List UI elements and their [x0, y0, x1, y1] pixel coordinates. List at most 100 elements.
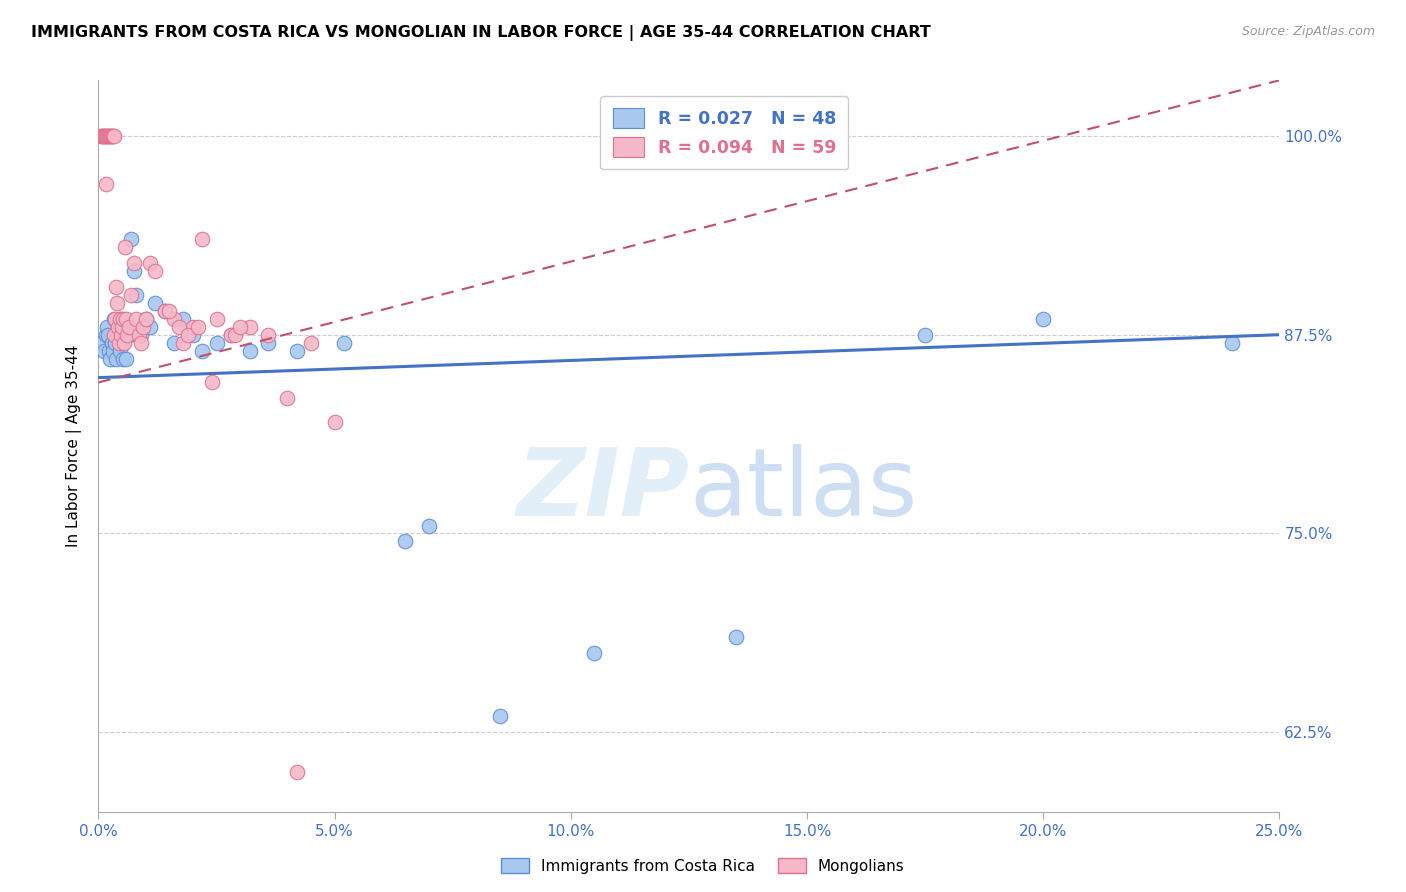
Point	[285, 343, 308, 358]
Point	[104, 335, 127, 350]
Point	[94, 128, 117, 143]
Point	[118, 319, 141, 334]
Point	[257, 327, 280, 342]
Legend: Immigrants from Costa Rica, Mongolians: Immigrants from Costa Rica, Mongolians	[495, 852, 911, 880]
Point	[122, 256, 145, 270]
Point	[187, 319, 209, 334]
Point	[125, 288, 148, 302]
Point	[191, 343, 214, 358]
Point	[96, 319, 118, 334]
Point	[143, 264, 166, 278]
Point	[139, 256, 162, 270]
Point	[163, 335, 186, 350]
Point	[229, 319, 252, 334]
Point	[153, 303, 176, 318]
Point	[94, 177, 117, 191]
Point	[157, 303, 180, 318]
Point	[172, 335, 194, 350]
Point	[100, 335, 122, 350]
Text: Source: ZipAtlas.com: Source: ZipAtlas.com	[1241, 25, 1375, 38]
Point	[299, 335, 322, 350]
Point	[108, 343, 131, 358]
Point	[114, 351, 136, 366]
Point	[93, 343, 115, 358]
Point	[128, 327, 150, 342]
Point	[100, 128, 122, 143]
Point	[111, 319, 134, 334]
Point	[725, 630, 748, 644]
Point	[101, 128, 124, 143]
Point	[103, 311, 125, 326]
Point	[98, 351, 121, 366]
Point	[101, 343, 124, 358]
Point	[583, 646, 606, 660]
Point	[191, 232, 214, 246]
Point	[122, 264, 145, 278]
Point	[205, 335, 228, 350]
Point	[115, 327, 138, 342]
Point	[114, 311, 136, 326]
Point	[1032, 311, 1054, 326]
Legend: R = 0.027   N = 48, R = 0.094   N = 59: R = 0.027 N = 48, R = 0.094 N = 59	[600, 96, 848, 169]
Point	[489, 709, 512, 723]
Point	[177, 327, 200, 342]
Point	[91, 335, 114, 350]
Point	[111, 311, 134, 326]
Point	[181, 327, 204, 342]
Point	[118, 327, 141, 342]
Point	[285, 764, 308, 779]
Point	[104, 311, 127, 326]
Point	[100, 128, 122, 143]
Point	[105, 296, 128, 310]
Point	[139, 319, 162, 334]
Point	[91, 128, 114, 143]
Point	[98, 128, 121, 143]
Point	[105, 280, 128, 294]
Point	[163, 311, 186, 326]
Point	[135, 311, 157, 326]
Point	[97, 327, 120, 342]
Point	[181, 319, 204, 334]
Point	[153, 303, 176, 318]
Point	[110, 311, 132, 326]
Point	[97, 128, 120, 143]
Point	[219, 327, 242, 342]
Point	[105, 327, 128, 342]
Point	[107, 319, 129, 334]
Point	[239, 319, 262, 334]
Point	[96, 128, 118, 143]
Point	[129, 335, 152, 350]
Text: ZIP: ZIP	[516, 444, 689, 536]
Point	[105, 351, 128, 366]
Point	[112, 335, 135, 350]
Point	[1220, 335, 1243, 350]
Point	[394, 534, 416, 549]
Point	[323, 415, 346, 429]
Point	[276, 392, 298, 406]
Point	[219, 327, 242, 342]
Point	[167, 319, 190, 334]
Point	[103, 128, 125, 143]
Point	[90, 128, 112, 143]
Point	[112, 327, 135, 342]
Point	[115, 319, 138, 334]
Point	[97, 343, 120, 358]
Text: IMMIGRANTS FROM COSTA RICA VS MONGOLIAN IN LABOR FORCE | AGE 35-44 CORRELATION C: IMMIGRANTS FROM COSTA RICA VS MONGOLIAN …	[31, 25, 931, 41]
Point	[205, 311, 228, 326]
Point	[132, 319, 155, 334]
Y-axis label: In Labor Force | Age 35-44: In Labor Force | Age 35-44	[66, 345, 83, 547]
Point	[111, 351, 134, 366]
Point	[135, 311, 157, 326]
Point	[121, 232, 143, 246]
Point	[93, 128, 115, 143]
Point	[224, 327, 246, 342]
Point	[94, 327, 117, 342]
Point	[143, 296, 166, 310]
Point	[97, 128, 120, 143]
Point	[103, 327, 125, 342]
Point	[201, 376, 224, 390]
Point	[129, 327, 152, 342]
Point	[114, 240, 136, 254]
Point	[333, 335, 356, 350]
Point	[107, 319, 129, 334]
